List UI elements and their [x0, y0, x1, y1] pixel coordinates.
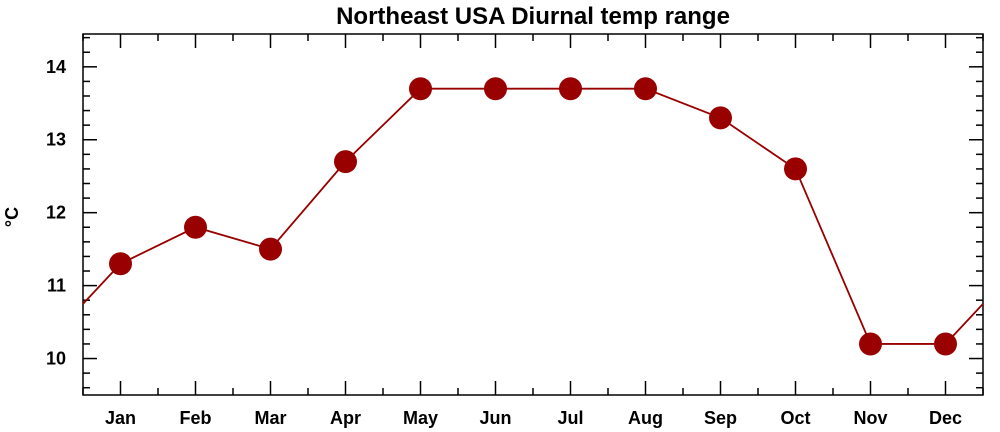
x-tick-label: Jul — [557, 408, 583, 428]
data-point — [784, 157, 807, 181]
data-point — [184, 215, 207, 239]
y-tick-label: 12 — [46, 203, 66, 223]
x-tick-label: Aug — [628, 408, 663, 428]
data-point — [559, 77, 582, 101]
data-point — [409, 77, 432, 101]
data-point — [859, 332, 882, 356]
x-tick-label: Feb — [179, 408, 211, 428]
y-tick-label: 10 — [46, 349, 66, 369]
y-tick-label: 13 — [46, 130, 66, 150]
data-point — [484, 77, 507, 101]
data-point — [934, 332, 957, 356]
y-tick-label: 11 — [47, 276, 66, 296]
data-point — [634, 77, 657, 101]
series-group — [82, 77, 984, 356]
data-point — [109, 252, 132, 276]
x-tick-label: Apr — [330, 408, 361, 428]
x-tick-label: Nov — [853, 408, 887, 428]
x-axis: Jan Feb Mar Apr May Jun Jul Aug Sep Oct Nov Dec — [82, 34, 984, 428]
chart-title: Northeast USA Diurnal temp range — [336, 3, 730, 30]
y-tick-label: 14 — [46, 57, 66, 77]
y-axis: 10 11 12 13 14 — [46, 36, 983, 389]
y-axis-label: °C — [2, 207, 22, 227]
x-tick-label: Dec — [929, 408, 962, 428]
series-line — [82, 87, 984, 345]
data-point — [334, 150, 357, 174]
x-tick-label: May — [403, 408, 438, 428]
x-tick-label: Jun — [479, 408, 511, 428]
x-tick-label: Mar — [254, 408, 286, 428]
x-tick-label: Jan — [105, 408, 136, 428]
x-tick-label: Sep — [704, 408, 737, 428]
data-point — [709, 106, 732, 130]
x-tick-label: Oct — [780, 408, 810, 428]
data-point — [259, 237, 282, 261]
